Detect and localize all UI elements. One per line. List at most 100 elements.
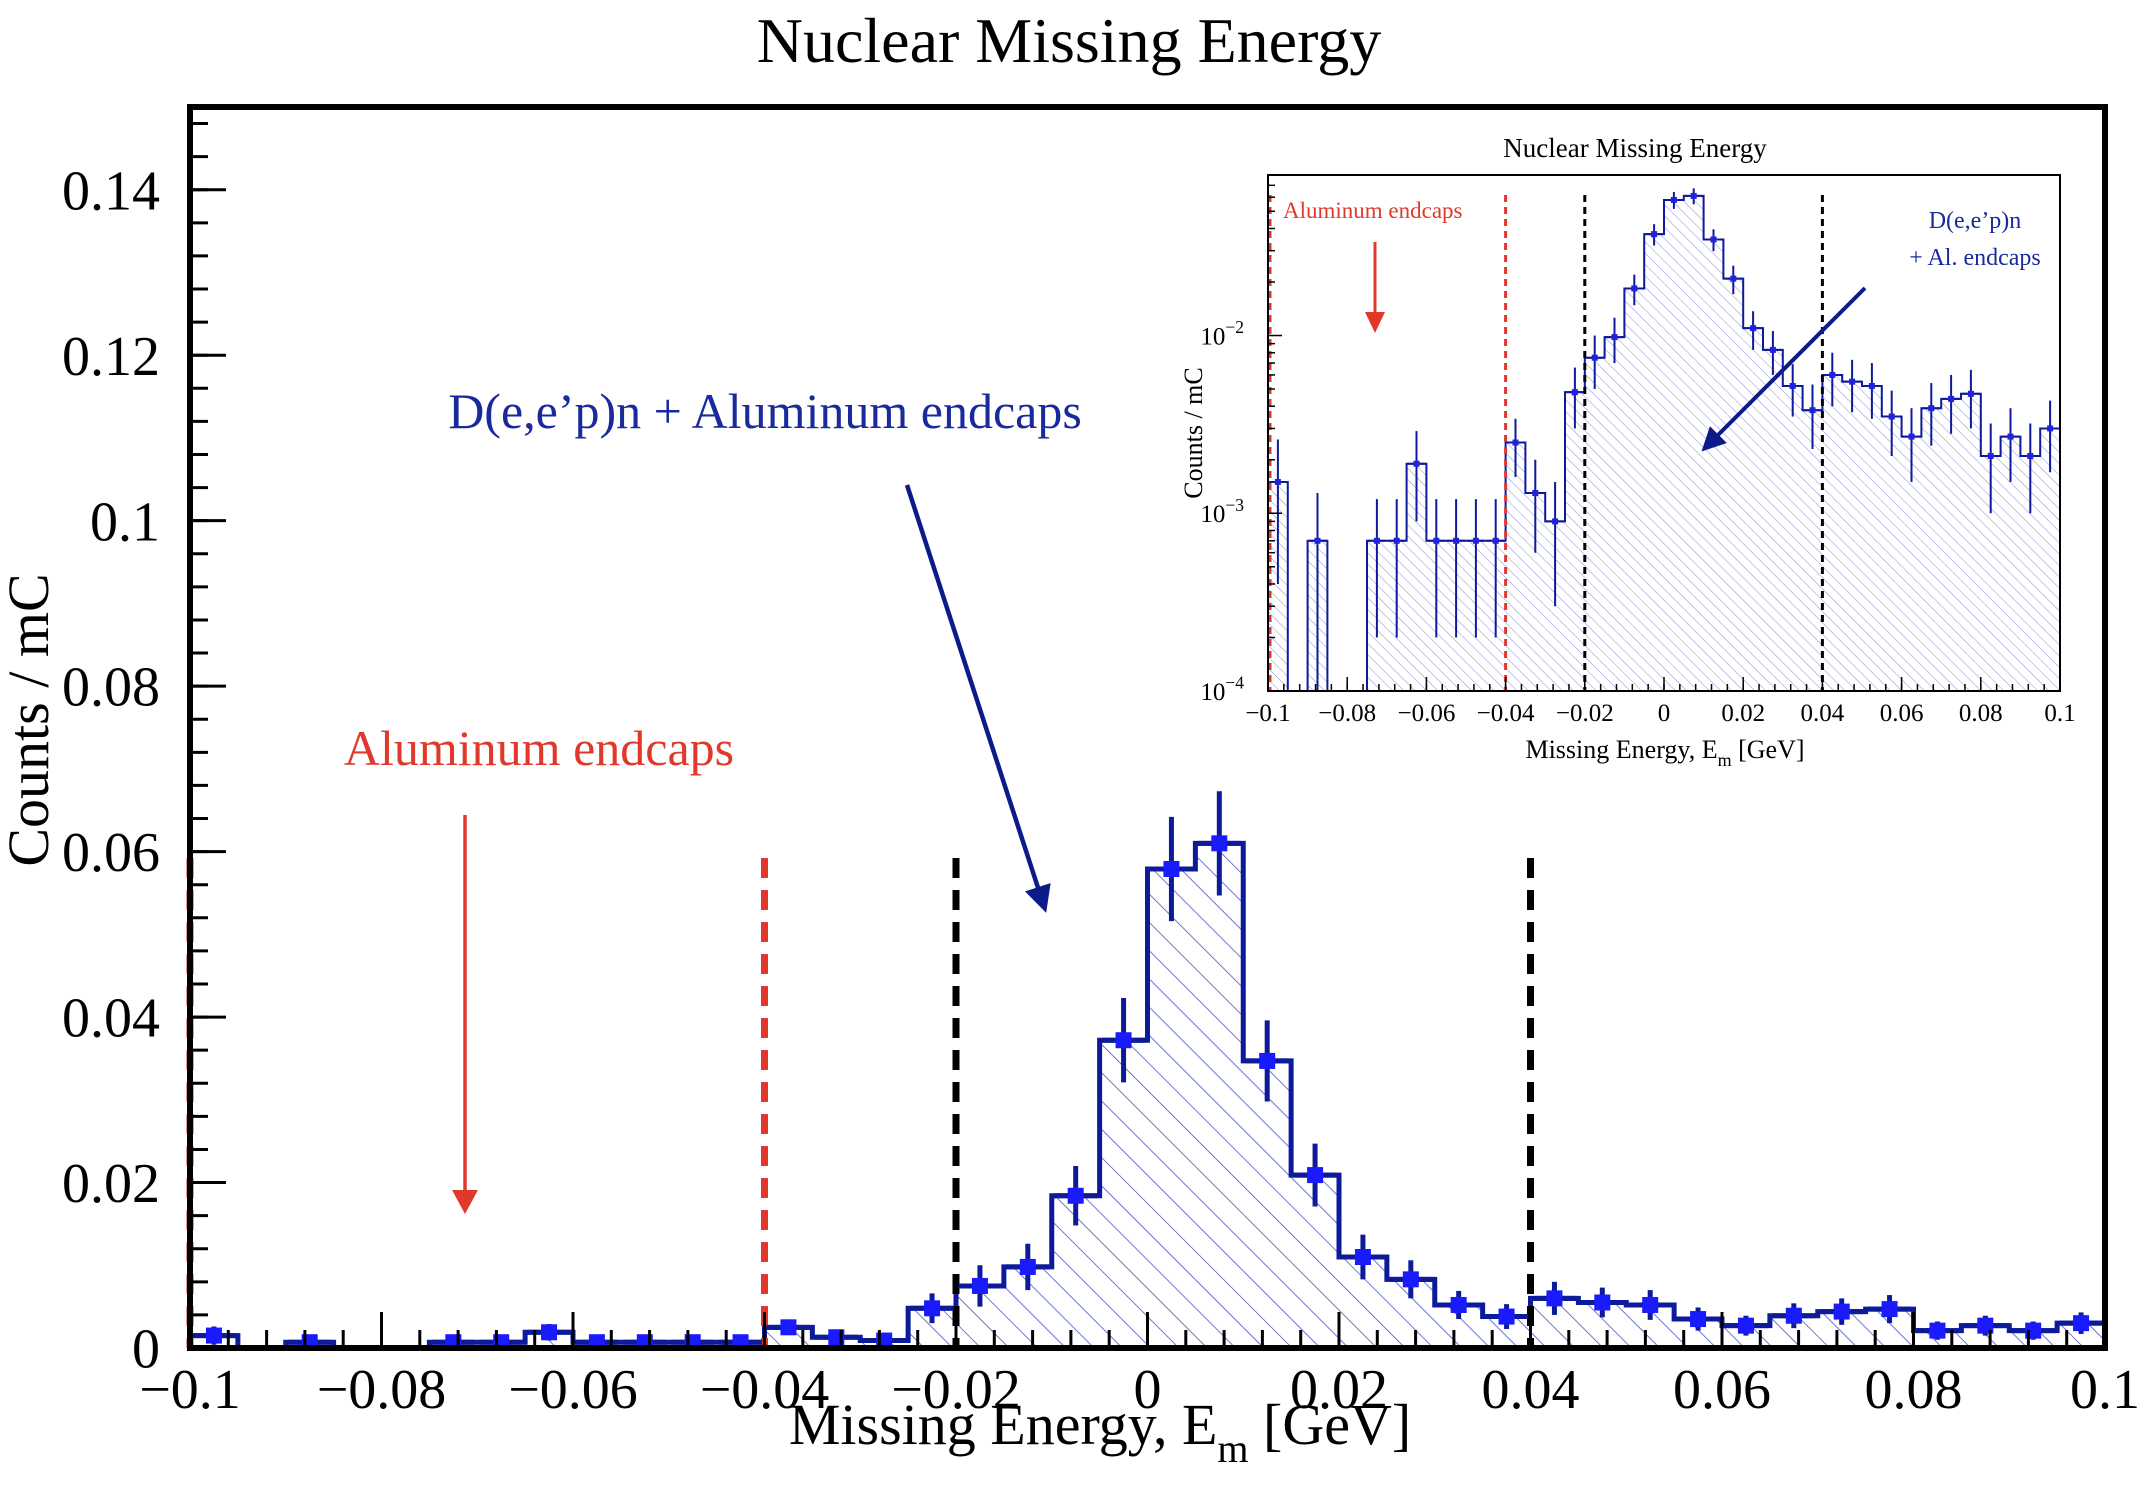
data-point: [2073, 1315, 2090, 1332]
y-tick-label: 0: [132, 1319, 160, 1381]
data-point: [2007, 433, 2014, 440]
data-point: [2027, 452, 2034, 459]
data-point: [924, 1300, 941, 1317]
data-point: [1833, 1303, 1850, 1320]
x-tick-label: −0.02: [891, 1359, 1021, 1421]
signal-annotation-label: D(e,e’p)n + Aluminum endcaps: [448, 383, 1082, 439]
data-point: [1259, 1052, 1276, 1069]
x-tick-label: −0.04: [700, 1359, 830, 1421]
histogram-bar: [1099, 1040, 1148, 1348]
y-tick-label: 0.06: [62, 822, 160, 884]
inset-signal-label-line2: + Al. endcaps: [1909, 245, 2041, 271]
data-point: [1670, 196, 1677, 203]
y-tick-label: 10−4: [1200, 673, 1244, 706]
histogram-bar: [1723, 278, 1744, 691]
x-tick-label: 0.08: [1865, 1359, 1963, 1421]
histogram-bar: [1722, 1325, 1770, 1348]
main-bars: [187, 840, 2108, 1351]
data-point: [1868, 382, 1875, 389]
inset-title: Nuclear Missing Energy: [1503, 133, 1767, 163]
data-point: [1651, 231, 1658, 238]
histogram-bar: [1901, 436, 1922, 691]
histogram-bar: [1683, 195, 1704, 691]
y-tick-label: 10−2: [1200, 317, 1244, 350]
data-point: [1730, 275, 1737, 282]
histogram-bar: [1644, 234, 1664, 691]
x-tick-label: 0.06: [1880, 700, 1924, 727]
inset-signal-arrow: [1701, 286, 1867, 452]
inset-x-axis: −0.1 −0.08 −0.06 −0.04 −0.02 0 0.02 0.04 0.06 0.0…: [1245, 677, 2076, 727]
data-point: [1750, 325, 1757, 332]
data-point: [1433, 537, 1440, 544]
histogram-bar: [1782, 385, 1803, 691]
x-tick-label: 0.02: [1290, 1359, 1388, 1421]
main-x-axis: −0.1 −0.08 −0.06 −0.04 −0.02 0 0.02 0.04 0.06 0.0…: [139, 1312, 2138, 1421]
data-point: [1690, 192, 1697, 199]
data-point: [1512, 439, 1519, 446]
histogram-bar: [1743, 328, 1763, 691]
inset-aluminum-arrowhead: [1365, 312, 1385, 333]
main-y-axis: 0 0.02 0.04 0.06 0.08 0.1 0.12 0.14: [62, 122, 226, 1381]
histogram-bar: [1406, 463, 1427, 691]
inset-points: [1268, 188, 2060, 691]
y-tick-label: 0.12: [62, 326, 160, 388]
y-tick-label: 0.02: [62, 1153, 160, 1215]
histogram-outline: [187, 840, 2108, 1351]
x-tick-label: 0.1: [2070, 1359, 2138, 1421]
data-point: [1115, 1032, 1132, 1049]
data-point: [1552, 518, 1559, 525]
data-point: [1642, 1296, 1659, 1313]
inset-x-axis-label: Missing Energy, Em [GeV]: [1525, 735, 1804, 770]
data-point: [1908, 433, 1915, 440]
x-tick-label: 0.1: [2044, 700, 2075, 727]
data-point: [205, 1327, 222, 1344]
histogram-bar: [1584, 357, 1605, 691]
data-point: [1472, 537, 1479, 544]
data-point: [1769, 346, 1776, 353]
x-tick-label: −0.02: [1556, 700, 1614, 727]
data-point: [1307, 1167, 1324, 1184]
data-point: [1611, 334, 1618, 341]
data-point: [1929, 1322, 1946, 1339]
inset-y-axis: 10−4 10−3 10−2: [1200, 174, 1282, 706]
y-tick-label: 0.04: [62, 988, 160, 1050]
x-tick-label: −0.04: [1477, 700, 1535, 727]
aluminum-arrowhead: [452, 1190, 478, 1214]
data-point: [1594, 1294, 1611, 1311]
histogram-bar: [2040, 428, 2060, 691]
data-point: [1393, 537, 1400, 544]
data-point: [1789, 382, 1796, 389]
histogram-bar: [1565, 392, 1585, 691]
data-point: [1546, 1290, 1563, 1307]
data-point: [780, 1319, 797, 1336]
histogram-bar: [1961, 1325, 2010, 1348]
y-tick-label: 0.1: [90, 491, 160, 553]
data-point: [1453, 537, 1460, 544]
histogram-bar: [1961, 393, 1981, 691]
data-point: [1354, 1248, 1371, 1265]
histogram-bar: [1703, 239, 1724, 691]
x-tick-label: 0.08: [1959, 700, 2003, 727]
histogram-bar: [2020, 455, 2041, 691]
main-x-axis-label: Missing Energy, Em [GeV]: [789, 1392, 1411, 1471]
data-point: [1690, 1311, 1707, 1328]
data-point: [1967, 390, 1974, 397]
data-point: [1373, 537, 1380, 544]
histogram-bar: [1268, 481, 1288, 691]
data-point: [1314, 537, 1321, 544]
histogram-bar: [1842, 381, 1862, 691]
inset-vlines: [1268, 195, 1824, 691]
histogram-bar: [1195, 843, 1244, 1348]
data-point: [1211, 835, 1228, 852]
y-tick-label: 10−3: [1200, 495, 1244, 528]
histogram-bar: [1147, 868, 1196, 1348]
x-tick-label: −0.08: [317, 1359, 447, 1421]
data-point: [1631, 285, 1638, 292]
data-point: [1274, 478, 1281, 485]
histogram-outline: [1267, 194, 2061, 692]
histogram-bar: [1941, 398, 1961, 691]
x-tick-label: 0: [1658, 700, 1671, 727]
histogram-bar: [1862, 385, 1882, 691]
y-tick-label: 0.14: [62, 160, 160, 222]
data-point: [1737, 1317, 1754, 1334]
